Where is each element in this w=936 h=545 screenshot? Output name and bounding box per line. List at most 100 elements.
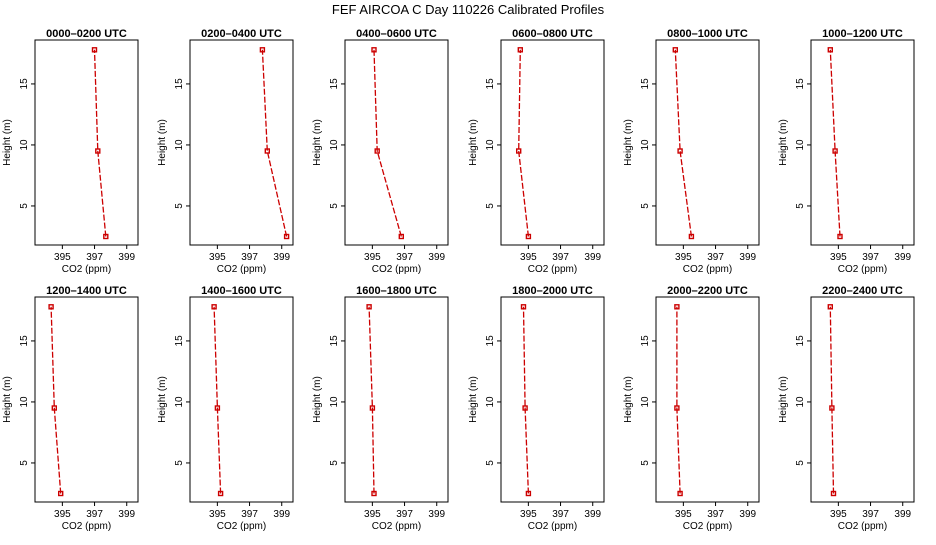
y-tick-label: 15 (329, 78, 340, 90)
profile-line (368, 306, 375, 494)
y-axis-label: Height (m) (468, 376, 479, 423)
y-tick-label: 15 (174, 78, 185, 90)
x-axis-label: CO2 (ppm) (372, 264, 421, 275)
x-tick-label: 399 (118, 509, 135, 520)
y-tick-label: 5 (795, 203, 806, 209)
panel-title: 1000–1200 UTC (822, 28, 903, 40)
data-point (516, 148, 522, 154)
data-point (51, 405, 57, 411)
panel-grid: 0000–0200 UTC 395 397 399 5 10 15 CO2 (ppm) Heig… (2, 28, 915, 532)
panel: 0200–0400 UTC 395 397 399 5 10 15 CO2 (ppm) Heig… (157, 28, 294, 275)
x-tick-label: 395 (54, 252, 71, 263)
profile-line (261, 49, 288, 237)
y-tick-label: 5 (19, 203, 30, 209)
panel: 0000–0200 UTC 395 397 399 5 10 15 CO2 (ppm) Heig… (2, 28, 139, 275)
x-tick-label: 397 (86, 509, 103, 520)
x-tick-label: 395 (520, 509, 537, 520)
panel-title: 0200–0400 UTC (201, 28, 282, 40)
y-axis-label: Height (m) (778, 376, 789, 423)
data-point (827, 47, 833, 53)
plot-frame (34, 296, 139, 503)
plot-frame (500, 39, 605, 246)
profile-line (522, 306, 530, 494)
data-point (522, 405, 528, 411)
y-tick-label: 5 (485, 203, 496, 209)
x-tick-label: 397 (396, 509, 413, 520)
plot-frame (344, 296, 449, 503)
y-tick-label: 15 (640, 78, 651, 90)
data-point (371, 47, 377, 53)
x-tick-label: 399 (118, 252, 135, 263)
x-axis-label: CO2 (ppm) (683, 264, 732, 275)
x-tick-label: 395 (364, 252, 381, 263)
x-axis-label: CO2 (ppm) (217, 264, 266, 275)
data-point (525, 490, 532, 497)
y-axis-label: Height (m) (2, 119, 13, 166)
x-axis-label: CO2 (ppm) (62, 264, 111, 275)
x-tick-label: 399 (894, 509, 911, 520)
x-tick-label: 395 (830, 252, 847, 263)
y-tick-label: 10 (640, 139, 651, 151)
x-tick-label: 397 (862, 509, 879, 520)
y-axis-label: Height (m) (157, 376, 168, 423)
data-point (374, 148, 380, 154)
plot-frame (344, 39, 449, 246)
profile-line (213, 306, 222, 494)
y-tick-label: 5 (174, 460, 185, 466)
data-point (520, 304, 527, 310)
x-tick-label: 395 (209, 252, 226, 263)
profile-line (676, 306, 681, 494)
panel: 0800–1000 UTC 395 397 399 5 10 15 CO2 (ppm) Heig… (623, 28, 760, 275)
y-tick-label: 5 (485, 460, 496, 466)
panel-title: 2000–2200 UTC (667, 285, 748, 297)
data-point (103, 233, 109, 240)
x-tick-label: 397 (707, 252, 724, 263)
data-point (677, 148, 683, 154)
y-tick-label: 15 (329, 335, 340, 347)
data-point (837, 233, 843, 240)
profile-line (674, 49, 693, 237)
y-axis-label: Height (m) (468, 119, 479, 166)
plot-frame (810, 296, 915, 503)
panel-title: 1200–1400 UTC (46, 285, 127, 297)
data-point (369, 405, 376, 411)
data-point (688, 233, 695, 240)
y-tick-label: 15 (795, 78, 806, 90)
panel: 0600–0800 UTC 395 397 399 5 10 15 CO2 (ppm) Heig… (468, 28, 605, 275)
chart-title: FEF AIRCOA C Day 110226 Calibrated Profi… (332, 2, 605, 17)
y-tick-label: 15 (640, 335, 651, 347)
panel-title: 0800–1000 UTC (667, 28, 748, 40)
x-tick-label: 395 (675, 252, 692, 263)
data-point (48, 304, 54, 310)
data-point (830, 490, 837, 497)
y-tick-label: 15 (795, 335, 806, 347)
x-tick-label: 395 (830, 509, 847, 520)
x-tick-label: 397 (707, 509, 724, 520)
x-tick-label: 397 (396, 252, 413, 263)
x-tick-label: 395 (675, 509, 692, 520)
y-tick-label: 10 (19, 139, 30, 151)
data-point (91, 47, 98, 53)
data-point (214, 405, 221, 411)
panel: 2000–2200 UTC 395 397 399 5 10 15 CO2 (ppm) Heig… (623, 285, 760, 532)
data-point (672, 47, 678, 53)
data-point (677, 490, 683, 497)
data-point (371, 490, 377, 497)
x-tick-label: 399 (428, 509, 445, 520)
y-axis-label: Height (m) (312, 376, 323, 423)
x-tick-label: 399 (739, 252, 756, 263)
data-point (525, 233, 532, 240)
profile-line (829, 306, 835, 494)
x-tick-label: 397 (86, 252, 103, 263)
x-tick-label: 395 (520, 252, 537, 263)
y-tick-label: 5 (640, 460, 651, 466)
x-tick-label: 399 (739, 509, 756, 520)
x-tick-label: 397 (241, 252, 258, 263)
x-tick-label: 397 (552, 509, 569, 520)
data-point (95, 148, 101, 154)
y-axis-label: Height (m) (312, 119, 323, 166)
x-tick-label: 395 (364, 509, 381, 520)
y-tick-label: 5 (329, 203, 340, 209)
